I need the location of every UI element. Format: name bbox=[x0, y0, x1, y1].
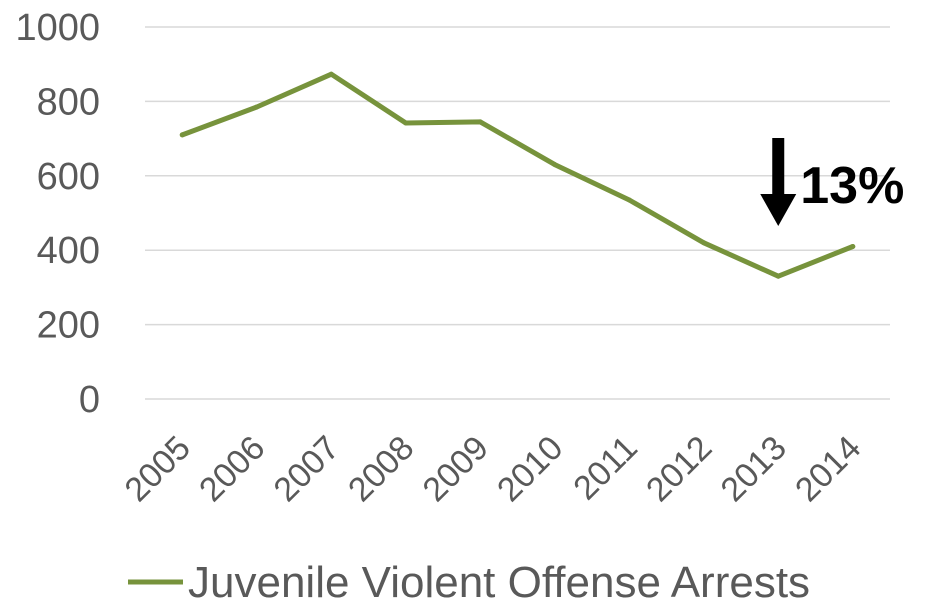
y-axis-ticks: 0 200 400 600 800 1000 bbox=[15, 7, 100, 421]
data-point bbox=[328, 71, 334, 77]
series-line bbox=[179, 71, 856, 279]
arrow-down-icon bbox=[760, 138, 797, 226]
y-tick-label: 0 bbox=[79, 379, 100, 421]
y-tick-label: 200 bbox=[37, 305, 100, 347]
y-tick-label: 600 bbox=[37, 156, 100, 198]
data-point bbox=[626, 197, 632, 203]
x-tick-label: 2012 bbox=[639, 429, 719, 509]
y-tick-label: 400 bbox=[37, 230, 100, 272]
legend-label: Juvenile Violent Offense Arrests bbox=[188, 558, 810, 605]
annotation-label: 13% bbox=[800, 157, 904, 215]
x-tick-label: 2010 bbox=[490, 429, 570, 509]
data-point bbox=[403, 120, 409, 126]
series-lines bbox=[179, 71, 856, 279]
data-point bbox=[477, 119, 483, 125]
x-tick-label: 2013 bbox=[714, 429, 794, 509]
data-point bbox=[850, 243, 856, 249]
x-tick-label: 2005 bbox=[118, 429, 198, 509]
x-tick-label: 2008 bbox=[341, 429, 421, 509]
x-tick-label: 2014 bbox=[788, 429, 868, 509]
x-tick-label: 2009 bbox=[416, 429, 496, 509]
legend: Juvenile Violent Offense Arrests bbox=[128, 558, 810, 605]
x-tick-label: 2006 bbox=[192, 429, 272, 509]
data-point bbox=[775, 273, 781, 279]
x-tick-label: 2007 bbox=[267, 429, 347, 509]
data-point bbox=[254, 104, 260, 110]
x-tick-label: 2011 bbox=[566, 429, 645, 508]
data-point bbox=[701, 240, 707, 246]
data-point bbox=[552, 162, 558, 168]
data-point bbox=[179, 132, 185, 138]
y-tick-label: 1000 bbox=[15, 7, 100, 49]
annotations: 13% bbox=[760, 138, 904, 226]
y-tick-label: 800 bbox=[37, 81, 100, 123]
